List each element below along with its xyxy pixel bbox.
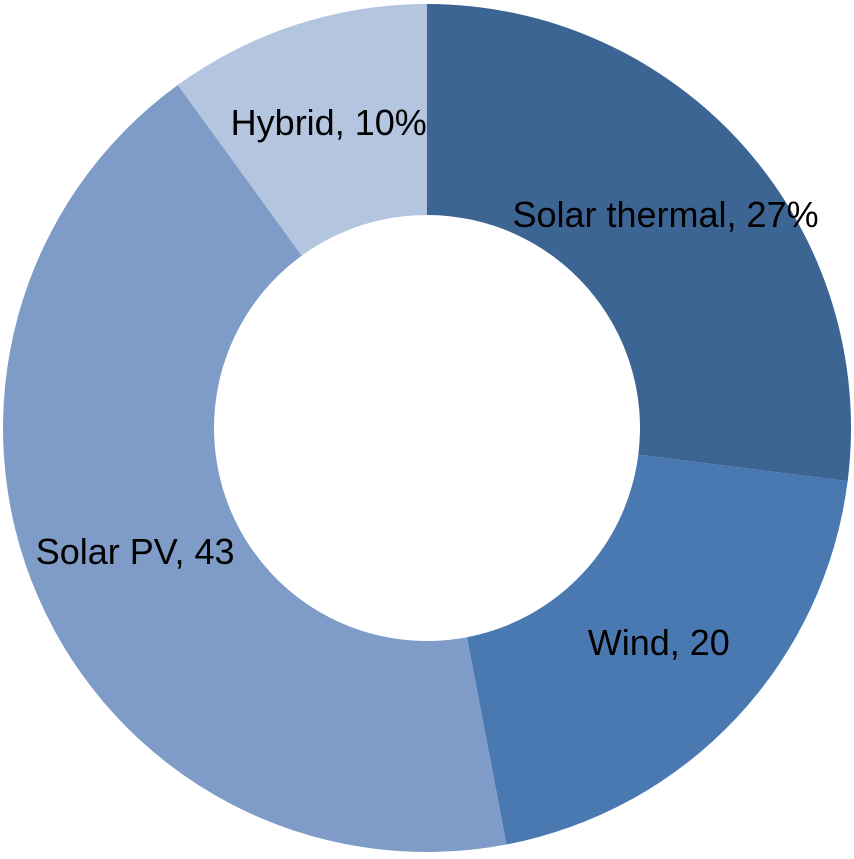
donut-slice bbox=[177, 4, 427, 256]
donut-slice bbox=[466, 454, 848, 845]
donut-slice bbox=[2, 84, 507, 853]
slice-label: Wind, 20 bbox=[588, 622, 730, 663]
slice-label: Hybrid, 10% bbox=[231, 102, 427, 143]
slice-label: Solar PV, 43 bbox=[36, 531, 235, 572]
slice-label: Solar thermal, 27% bbox=[512, 194, 818, 235]
donut-slice bbox=[427, 4, 851, 482]
